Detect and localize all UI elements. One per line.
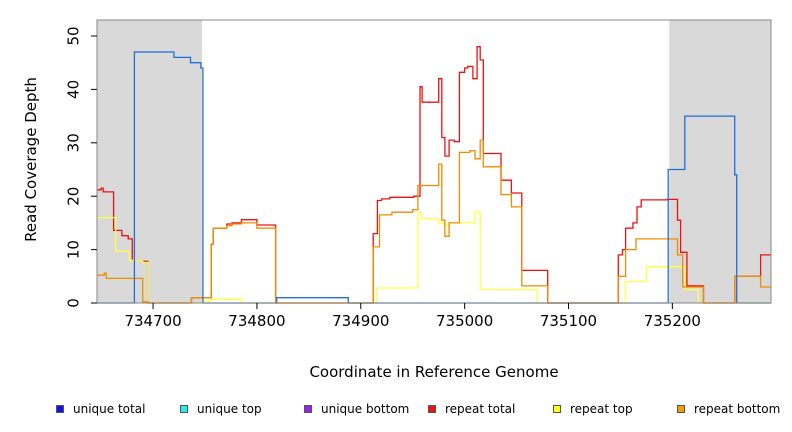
x-tick-label: 734700 [124,312,181,330]
y-tick-label: 20 [64,187,82,206]
legend-item-unique-bottom: unique bottom [304,400,409,418]
x-axis-title: Coordinate in Reference Genome [309,363,558,381]
y-tick-label: 10 [64,240,82,259]
y-tick-label: 50 [64,26,82,45]
legend: unique total unique top unique bottom repea… [0,400,792,420]
x-tick-label: 735000 [436,312,493,330]
legend-swatch [180,405,188,413]
series-repeat-bottom-line [97,139,771,304]
x-tick-label: 734900 [332,312,389,330]
coverage-chart: 734700 734800 734900 735000 735100 735200 0 10… [22,19,772,381]
x-tick-label: 735100 [540,312,597,330]
legend-swatch [304,405,312,413]
x-tick-label: 734800 [228,312,285,330]
x-tick-label: 735200 [644,312,701,330]
legend-item-unique-total: unique total [56,400,145,418]
series-unique-total-line [97,51,771,304]
legend-swatch [428,405,436,413]
shaded-region-2 [669,20,771,303]
shaded-regions [97,20,771,303]
legend-item-repeat-top: repeat top [553,400,633,418]
legend-label: repeat top [570,402,633,416]
y-axis: 0 10 20 30 40 50 [64,26,97,308]
legend-label: repeat bottom [694,402,781,416]
y-tick-label: 40 [64,80,82,99]
legend-swatch [677,405,685,413]
legend-item-repeat-bottom: repeat bottom [677,400,780,418]
series-repeat-top-line [97,211,771,304]
y-tick-label: 30 [64,133,82,152]
shaded-region-1 [97,20,202,303]
y-tick-label: 0 [64,298,82,308]
series-layer [97,46,771,304]
legend-item-repeat-total: repeat total [428,400,515,418]
legend-label: unique total [73,402,146,416]
plot-frame [96,19,772,304]
legend-item-unique-top: unique top [180,400,262,418]
y-axis-title: Read Coverage Depth [22,77,40,242]
legend-swatch [553,405,561,413]
x-axis: 734700 734800 734900 735000 735100 735200 [124,303,701,330]
legend-swatch [56,405,64,413]
legend-label: unique bottom [321,402,410,416]
legend-label: unique top [197,402,262,416]
legend-label: repeat total [445,402,516,416]
